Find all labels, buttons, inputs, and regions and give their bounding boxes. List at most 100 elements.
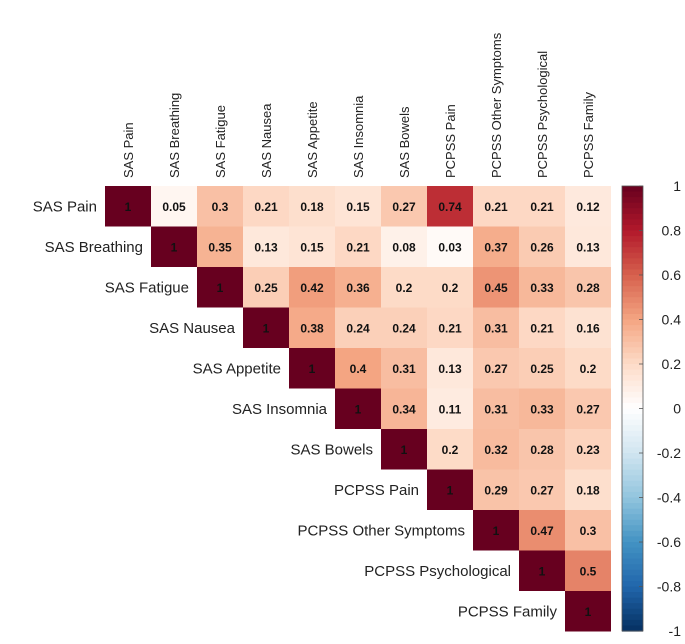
colorbar-segment	[622, 491, 643, 499]
colorbar-segment	[622, 508, 643, 515]
cell-value-label: 1	[217, 281, 224, 295]
cell-value-label: 0.21	[346, 240, 370, 254]
cell-value-label: 1	[125, 200, 132, 214]
heatmap-cell-pcpss-psychological-pcpss-psychological	[519, 550, 565, 591]
cell-value-label: 0.27	[576, 402, 600, 416]
cell-value-label: 0.2	[442, 281, 459, 295]
heatmap-cell-sas-fatigue-pcpss-family	[565, 267, 611, 308]
colorbar-segment	[622, 458, 643, 465]
colorbar-segment	[622, 286, 643, 293]
col-label-pcpss-other-symptoms: PCPSS Other Symptoms	[489, 32, 504, 178]
colorbar-segment	[622, 319, 643, 326]
heatmap-cell-sas-nausea-sas-bowels	[381, 307, 427, 348]
heatmap-cell-sas-pain-sas-bowels	[381, 186, 427, 227]
colorbar-segment	[622, 592, 643, 599]
cell-value-label: 1	[309, 362, 316, 376]
colorbar-segment	[622, 447, 643, 454]
col-label-sas-insomnia: SAS Insomnia	[351, 95, 366, 178]
colorbar-tick-label: -1	[669, 623, 682, 639]
cell-value-label: 0.42	[300, 281, 324, 295]
colorbar-segment	[622, 269, 643, 276]
cell-value-label: 0.21	[438, 321, 462, 335]
colorbar-segment	[622, 291, 643, 298]
colorbar-segment	[622, 347, 643, 354]
heatmap-cell-sas-pain-sas-insomnia	[335, 186, 381, 227]
colorbar-segment	[622, 391, 643, 398]
heatmap-cell-sas-fatigue-sas-appetite	[289, 267, 335, 308]
cell-value-label: 0.31	[484, 321, 508, 335]
cell-value-label: 0.23	[576, 443, 600, 457]
colorbar-segment	[622, 213, 643, 220]
colorbar-segment	[622, 525, 643, 532]
cell-value-label: 0.25	[254, 281, 278, 295]
cell-value-label: 0.13	[438, 362, 462, 376]
heatmap-cell-sas-bowels-sas-bowels	[381, 429, 427, 470]
colorbar-segment	[622, 352, 643, 360]
colorbar-segment	[622, 402, 643, 410]
colorbar-segment	[622, 202, 643, 209]
heatmap-cell-sas-fatigue-pcpss-other-symptoms	[473, 267, 519, 308]
heatmap-cell-sas-appetite-sas-appetite	[289, 348, 335, 389]
row-label-pcpss-family: PCPSS Family	[458, 603, 558, 620]
cell-value-label: 0.15	[346, 200, 370, 214]
heatmap-cell-sas-breathing-sas-nausea	[243, 226, 289, 267]
colorbar-tick-label: 0.4	[662, 312, 682, 328]
heatmap-cell-sas-insomnia-sas-insomnia	[335, 388, 381, 429]
row-label-sas-bowels: SAS Bowels	[290, 441, 373, 458]
col-label-sas-fatigue: SAS Fatigue	[213, 105, 228, 178]
colorbar-segment	[622, 252, 643, 259]
col-label-pcpss-psychological: PCPSS Psychological	[535, 51, 550, 178]
col-label-sas-nausea: SAS Nausea	[259, 103, 274, 178]
cell-value-label: 0.15	[300, 240, 324, 254]
cell-value-label: 1	[263, 321, 270, 335]
colorbar-segment	[622, 619, 643, 627]
cell-value-label: 0.21	[530, 321, 554, 335]
cell-value-label: 1	[401, 443, 408, 457]
cell-value-label: 0.45	[484, 281, 508, 295]
colorbar-tick-label: 0.2	[662, 356, 682, 372]
cell-value-label: 0.32	[484, 443, 508, 457]
cell-value-label: 0.18	[576, 483, 600, 497]
cell-value-label: 0.38	[300, 321, 324, 335]
heatmap-cell-pcpss-pain-pcpss-psychological	[519, 469, 565, 510]
colorbar-segment	[622, 597, 643, 604]
col-label-sas-appetite: SAS Appetite	[305, 101, 320, 178]
colorbar-segment	[622, 536, 643, 543]
row-label-sas-appetite: SAS Appetite	[193, 360, 281, 377]
colorbar-segment	[622, 236, 643, 243]
row-label-sas-insomnia: SAS Insomnia	[232, 401, 328, 418]
cell-value-label: 0.25	[530, 362, 554, 376]
heatmap-cell-sas-appetite-pcpss-family	[565, 348, 611, 389]
colorbar-segment	[622, 325, 643, 332]
cell-value-label: 0.36	[346, 281, 370, 295]
colorbar-segment	[622, 547, 643, 554]
colorbar-segment	[622, 191, 643, 198]
colorbar-tick-label: 0	[673, 401, 681, 417]
heatmap-cell-sas-breathing-pcpss-pain	[427, 226, 473, 267]
cell-value-label: 0.3	[212, 200, 229, 214]
cell-value-label: 0.74	[438, 200, 462, 214]
colorbar-segment	[622, 258, 643, 265]
cell-value-label: 0.33	[530, 402, 554, 416]
colorbar-segment	[622, 330, 643, 337]
colorbar-tick-label: 1	[673, 178, 681, 194]
colorbar-segment	[622, 369, 643, 376]
colorbar-tick-label: -0.6	[657, 534, 681, 550]
cell-value-label: 0.05	[162, 200, 186, 214]
heatmap-cell-sas-breathing-sas-fatigue	[197, 226, 243, 267]
heatmap-cell-sas-pain-pcpss-family	[565, 186, 611, 227]
heatmap-cell-sas-nausea-pcpss-psychological	[519, 307, 565, 348]
cell-value-label: 0.47	[530, 524, 554, 538]
heatmap-cell-sas-insomnia-pcpss-psychological	[519, 388, 565, 429]
colorbar-segment	[622, 308, 643, 315]
colorbar-segment	[622, 558, 643, 565]
heatmap-cell-sas-pain-sas-pain	[105, 186, 151, 227]
col-label-sas-breathing: SAS Breathing	[167, 93, 182, 178]
cell-value-label: 0.2	[580, 362, 597, 376]
heatmap-cell-sas-fatigue-sas-bowels	[381, 267, 427, 308]
heatmap-cell-sas-appetite-pcpss-pain	[427, 348, 473, 389]
cell-value-label: 0.2	[442, 443, 459, 457]
heatmap-cell-sas-nausea-sas-nausea	[243, 307, 289, 348]
colorbar-segment	[622, 197, 643, 204]
row-label-pcpss-psychological: PCPSS Psychological	[364, 563, 511, 580]
